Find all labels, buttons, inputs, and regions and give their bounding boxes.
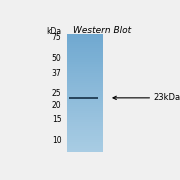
Bar [67, 132, 103, 134]
Text: 23kDa: 23kDa [154, 93, 180, 102]
Bar [67, 50, 103, 52]
Bar [67, 66, 103, 68]
Bar [67, 111, 103, 113]
Bar [67, 146, 103, 148]
Bar [67, 64, 103, 66]
Bar [67, 85, 103, 87]
Bar [67, 73, 103, 75]
Bar [67, 101, 103, 103]
Bar [67, 122, 103, 124]
Bar [67, 105, 103, 107]
Bar [67, 83, 103, 85]
Bar [67, 150, 103, 152]
Text: Western Blot: Western Blot [73, 26, 131, 35]
Bar [67, 69, 103, 71]
Bar [67, 77, 103, 79]
Text: 25: 25 [52, 89, 62, 98]
Text: 20: 20 [52, 100, 62, 109]
Bar [67, 46, 103, 48]
Text: 37: 37 [52, 69, 62, 78]
Text: kDa: kDa [46, 27, 62, 36]
Bar [67, 115, 103, 116]
Text: 10: 10 [52, 136, 62, 145]
Bar [67, 75, 103, 77]
Bar [67, 38, 103, 40]
Bar [67, 42, 103, 44]
Bar [67, 118, 103, 120]
Bar [67, 79, 103, 81]
Bar [67, 140, 103, 142]
Bar [67, 87, 103, 89]
Text: 15: 15 [52, 115, 62, 124]
Bar [67, 54, 103, 56]
Bar [67, 109, 103, 111]
Bar [67, 56, 103, 58]
Bar [67, 60, 103, 62]
Bar [67, 144, 103, 146]
Bar [67, 48, 103, 50]
Bar [67, 138, 103, 140]
Bar [67, 130, 103, 132]
Bar [67, 142, 103, 144]
Bar [67, 34, 103, 36]
Bar [67, 116, 103, 118]
Bar [69, 97, 98, 99]
Bar [67, 58, 103, 60]
Bar [67, 136, 103, 138]
Bar [67, 103, 103, 105]
Bar [67, 134, 103, 136]
Bar [67, 81, 103, 83]
Bar [67, 40, 103, 42]
Bar [67, 89, 103, 91]
Bar [67, 36, 103, 38]
Bar [67, 91, 103, 93]
Bar [67, 68, 103, 69]
Bar [67, 99, 103, 101]
Bar [67, 126, 103, 128]
Bar [67, 44, 103, 46]
Bar [67, 97, 103, 99]
Bar [67, 71, 103, 73]
Bar [67, 128, 103, 130]
Bar [67, 93, 103, 95]
Text: 75: 75 [52, 33, 62, 42]
Bar [67, 113, 103, 115]
Bar [67, 107, 103, 109]
Bar [67, 52, 103, 54]
Bar [67, 95, 103, 97]
Bar [67, 124, 103, 126]
Bar [67, 148, 103, 150]
Text: 50: 50 [52, 54, 62, 63]
Bar [67, 120, 103, 122]
Bar [67, 62, 103, 64]
